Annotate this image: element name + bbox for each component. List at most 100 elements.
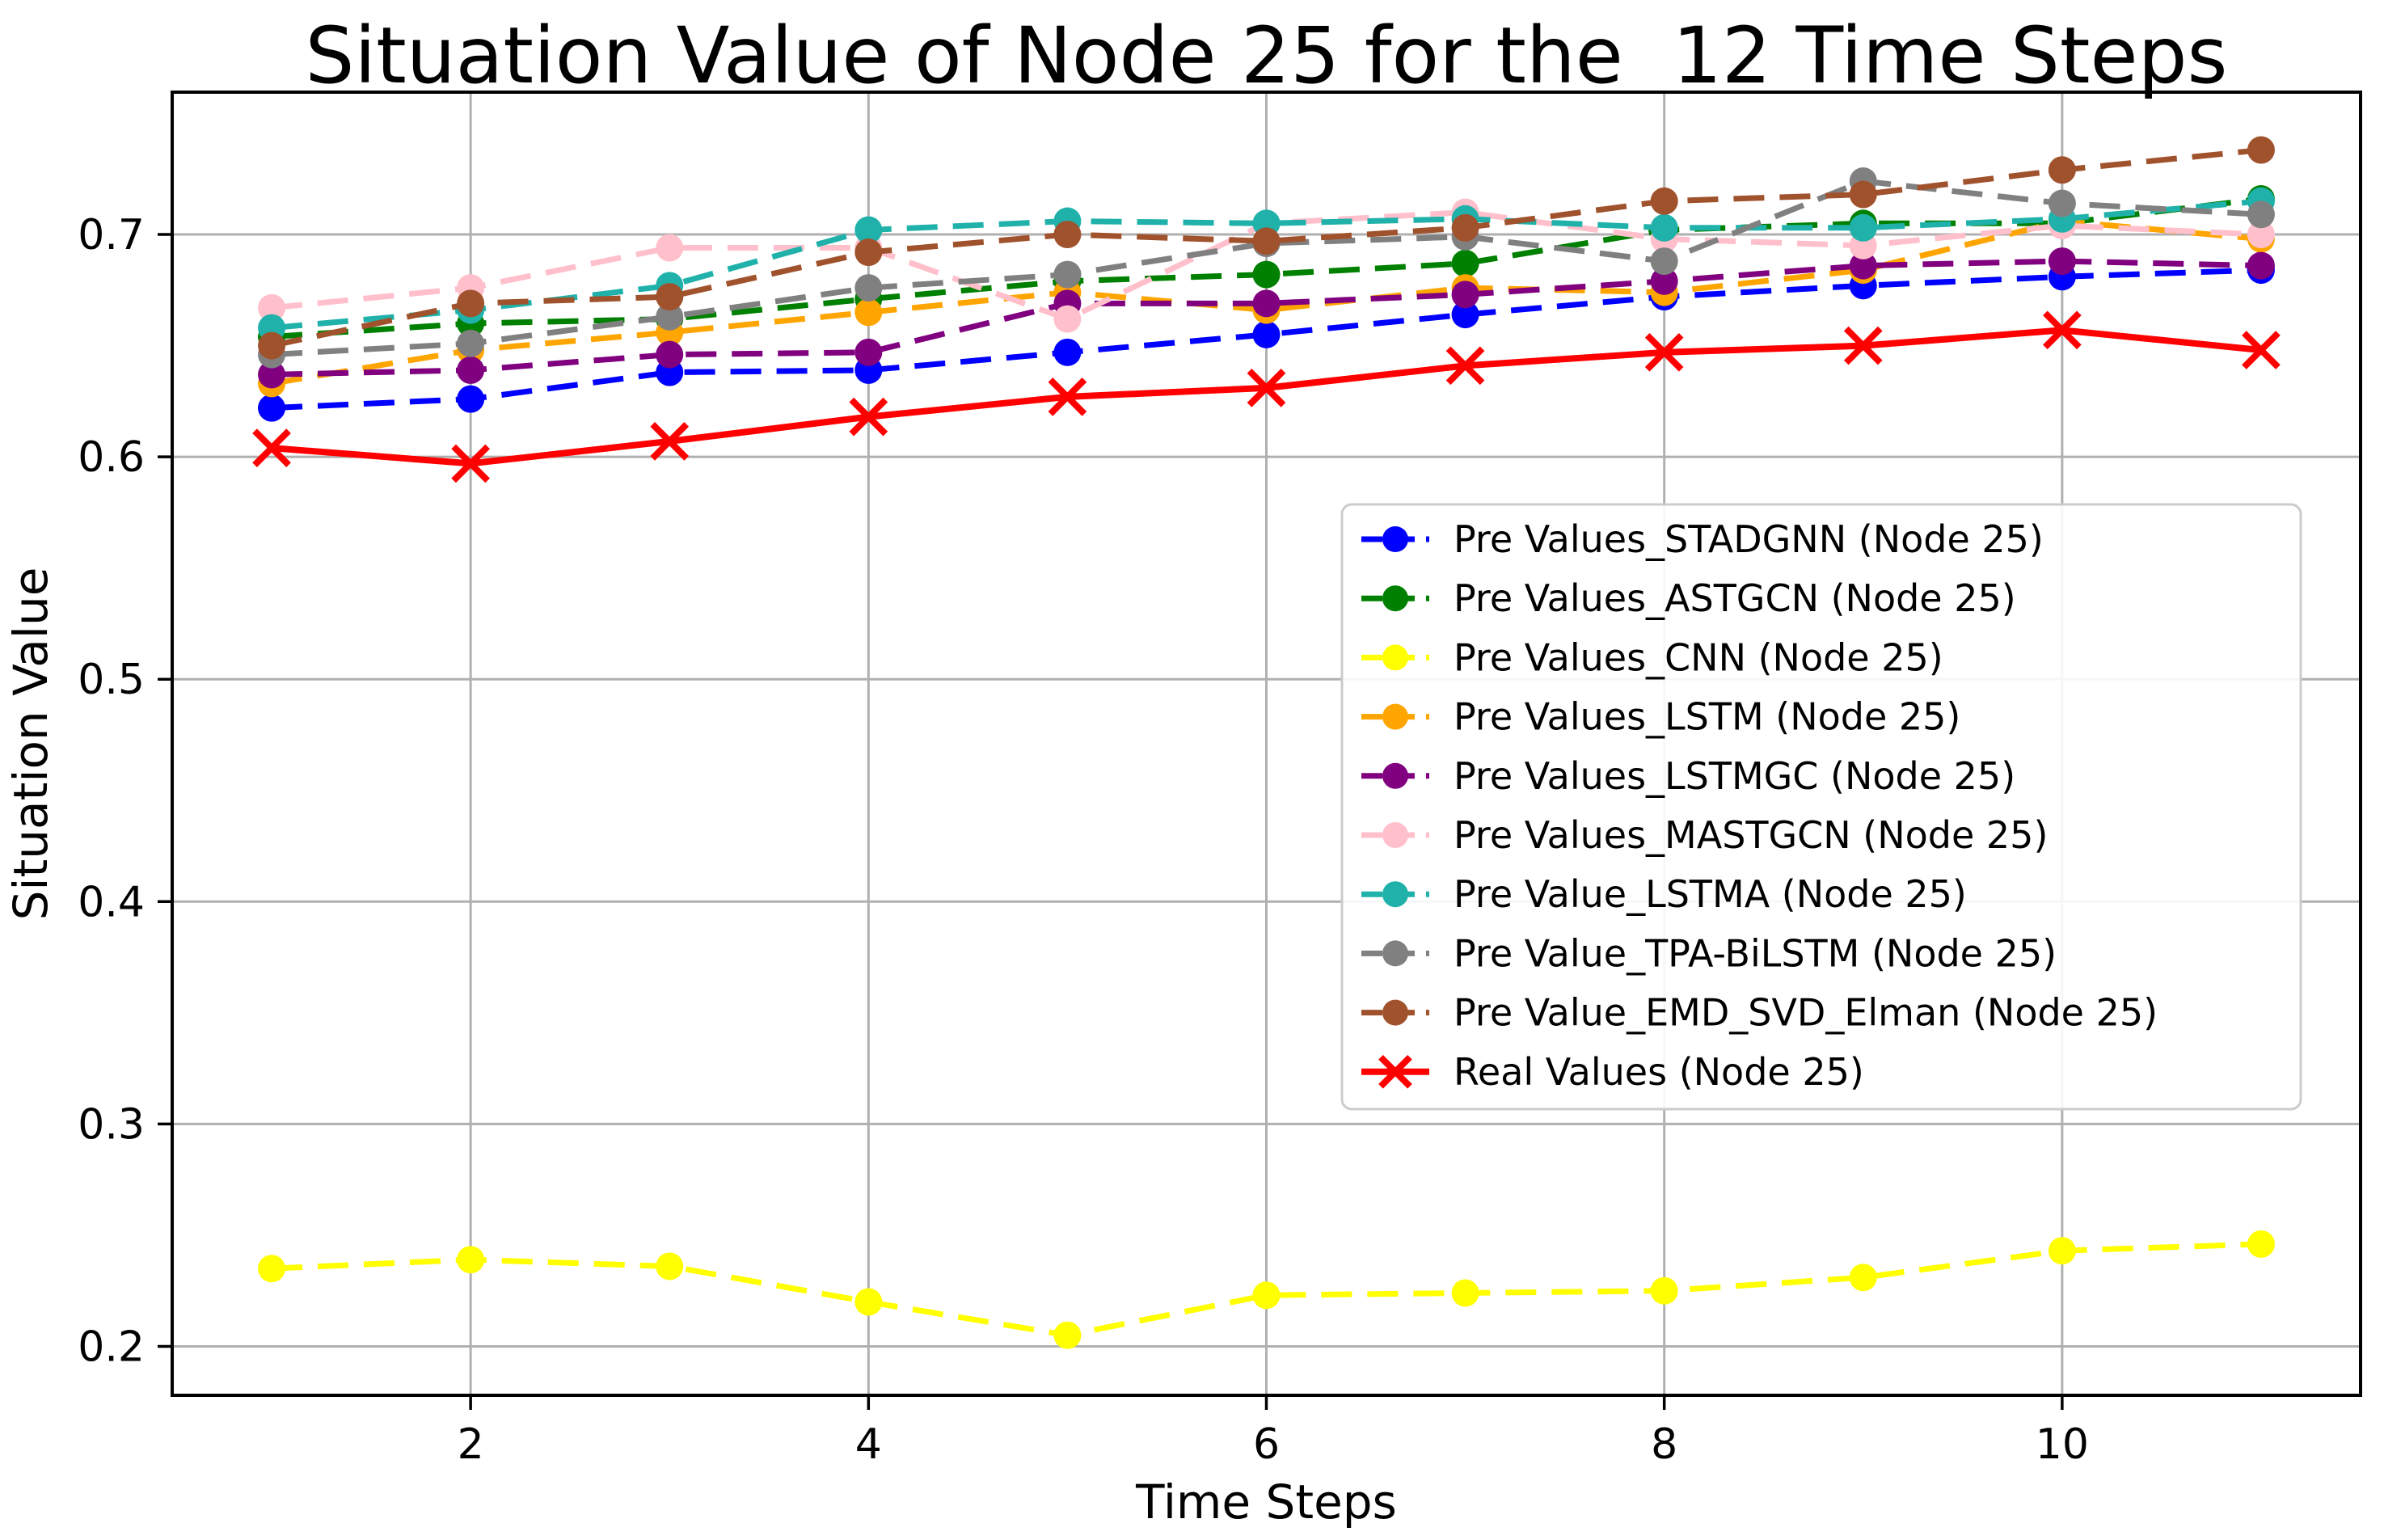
data-point-pre-values-lstmgc [457, 356, 485, 384]
data-point-pre-value-emd-svd-elman [854, 238, 883, 267]
legend-entry-pre-values-cnn: Pre Values_CNN (Node 25) [1361, 635, 1943, 679]
data-point-pre-values-cnn [1849, 1264, 1877, 1292]
data-point-pre-value-emd-svd-elman [1053, 221, 1082, 249]
data-point-real-values [650, 422, 690, 461]
y-tick-label-0.6: 0.6 [78, 433, 145, 482]
series-line-pre-value-emd-svd-elman [271, 147, 2262, 349]
data-point-pre-value-tpa-bilstm [2247, 200, 2275, 229]
legend-box [1340, 503, 2302, 1111]
data-point-pre-value-emd-svd-elman [1451, 213, 1479, 242]
legend-marker-pre-values-cnn [1382, 644, 1408, 671]
data-point-pre-values-mastgcn [2247, 221, 2275, 249]
data-point-real-values [849, 397, 888, 437]
y-tick-label-0.2: 0.2 [78, 1323, 145, 1371]
legend-label-pre-values-lstmgc: Pre Values_LSTMGC (Node 25) [1454, 754, 2015, 798]
data-point-pre-values-lstmgc [1849, 251, 1877, 280]
legend-label-pre-value-emd-svd-elman: Pre Value_EMD_SVD_Elman (Node 25) [1454, 991, 2158, 1035]
data-point-pre-value-emd-svd-elman [1252, 227, 1281, 255]
data-point-real-values [1843, 326, 1883, 365]
data-point-pre-values-stadgnn [258, 394, 286, 422]
data-point-pre-value-lstma [1650, 213, 1678, 242]
x-tick-label-10: 10 [2036, 1420, 2089, 1469]
data-point-pre-values-lstmgc [1252, 289, 1281, 318]
y-tick-label-0.4: 0.4 [78, 878, 145, 926]
data-point-pre-value-emd-svd-elman [656, 283, 684, 311]
data-point-pre-values-cnn [854, 1288, 883, 1316]
data-point-pre-values-lstmgc [854, 338, 883, 366]
series-line-pre-values-cnn [271, 1241, 2262, 1339]
series-pre-values-lstmgc [258, 247, 2275, 389]
legend-entry-pre-values-lstmgc: Pre Values_LSTMGC (Node 25) [1361, 754, 2015, 798]
legend-entry-real-values: Real Values (Node 25) [1361, 1050, 1864, 1094]
y-tick-label-0.5: 0.5 [78, 656, 145, 704]
legend-entry-pre-values-mastgcn: Pre Values_MASTGCN (Node 25) [1361, 813, 2048, 857]
x-tick-label-8: 8 [1651, 1420, 1677, 1469]
data-point-pre-value-lstma [1849, 213, 1877, 242]
legend-label-pre-values-stadgnn: Pre Values_STADGNN (Node 25) [1454, 517, 2044, 561]
data-point-pre-values-mastgcn [258, 293, 286, 322]
legend-marker-pre-value-emd-svd-elman [1382, 999, 1408, 1026]
data-point-pre-value-emd-svd-elman [2247, 136, 2275, 164]
data-point-pre-values-astgcn [1252, 260, 1281, 289]
x-axis-label: Time Steps [1135, 1475, 1397, 1529]
legend-entry-pre-values-stadgnn: Pre Values_STADGNN (Node 25) [1361, 517, 2044, 561]
data-point-real-values [2242, 331, 2281, 369]
data-point-pre-values-lstmgc [258, 361, 286, 389]
legend-entry-pre-value-tpa-bilstm: Pre Value_TPA-BiLSTM (Node 25) [1361, 931, 2057, 975]
y-axis-label: Situation Value [3, 567, 58, 921]
data-point-pre-values-cnn [2048, 1237, 2076, 1265]
legend-label-pre-values-lstm: Pre Values_LSTM (Node 25) [1454, 695, 1960, 739]
data-point-pre-values-stadgnn [1451, 301, 1479, 329]
data-point-pre-values-cnn [1053, 1321, 1082, 1349]
data-point-pre-value-emd-svd-elman [2048, 156, 2076, 184]
data-point-pre-value-tpa-bilstm [2048, 189, 2076, 217]
data-point-pre-values-stadgnn [1053, 338, 1082, 366]
data-point-pre-values-lstmgc [1451, 281, 1479, 309]
data-point-pre-values-lstmgc [1650, 267, 1678, 295]
axes-layer: 2 4 6 8 10 0.2 0.3 0.4 0.5 0.6 0.7 [78, 91, 2362, 1469]
data-point-pre-values-lstm [854, 298, 883, 327]
data-point-pre-values-astgcn [1451, 249, 1479, 277]
data-point-real-values [451, 444, 490, 483]
data-point-real-values [1247, 369, 1286, 407]
legend-marker-real-values [1378, 1054, 1412, 1089]
legend-label-real-values: Real Values (Node 25) [1454, 1050, 1864, 1094]
y-tick-label-0.7: 0.7 [78, 211, 145, 259]
legend-label-pre-values-mastgcn: Pre Values_MASTGCN (Node 25) [1454, 813, 2048, 857]
legend-marker-pre-value-tpa-bilstm [1382, 940, 1408, 967]
legend-entry-pre-values-astgcn: Pre Values_ASTGCN (Node 25) [1361, 576, 2016, 620]
series-line-pre-value-lstma [271, 198, 2262, 331]
data-point-pre-values-cnn [1451, 1279, 1479, 1307]
legend-entry-pre-value-lstma: Pre Value_LSTMA (Node 25) [1361, 872, 1967, 916]
y-tick-label-0.3: 0.3 [78, 1100, 145, 1149]
legend-marker-pre-values-stadgnn [1382, 526, 1408, 552]
data-point-pre-value-emd-svd-elman [457, 289, 485, 318]
data-point-pre-value-tpa-bilstm [1053, 260, 1082, 289]
data-point-pre-value-tpa-bilstm [854, 274, 883, 302]
legend-label-pre-value-lstma: Pre Value_LSTMA (Node 25) [1454, 872, 1967, 916]
data-point-pre-values-cnn [656, 1252, 684, 1281]
data-point-pre-value-emd-svd-elman [1849, 180, 1877, 209]
data-point-real-values [252, 428, 291, 467]
series-line-pre-values-lstm [271, 218, 2262, 386]
data-point-pre-value-emd-svd-elman [1650, 187, 1678, 215]
series-pre-values-cnn [258, 1230, 2275, 1349]
series-line-pre-values-lstmgc [271, 258, 2262, 378]
legend-entry-pre-values-lstm: Pre Values_LSTM (Node 25) [1361, 695, 1960, 739]
data-point-pre-values-lstmgc [2048, 247, 2076, 276]
data-point-pre-value-tpa-bilstm [656, 302, 684, 331]
legend-marker-pre-values-mastgcn [1382, 822, 1408, 848]
data-point-pre-values-stadgnn [1252, 320, 1281, 348]
legend-marker-pre-values-lstmgc [1382, 762, 1408, 789]
series-real-values [252, 310, 2281, 483]
data-point-pre-value-tpa-bilstm [457, 329, 485, 357]
series-pre-value-emd-svd-elman [258, 136, 2275, 360]
legend-marker-pre-values-astgcn [1382, 585, 1408, 612]
data-point-pre-values-cnn [1252, 1281, 1281, 1310]
data-point-pre-value-emd-svd-elman [258, 331, 286, 360]
legend-marker-pre-value-lstma [1382, 881, 1408, 908]
data-point-real-values [1644, 333, 1684, 372]
data-point-pre-values-cnn [457, 1246, 485, 1274]
